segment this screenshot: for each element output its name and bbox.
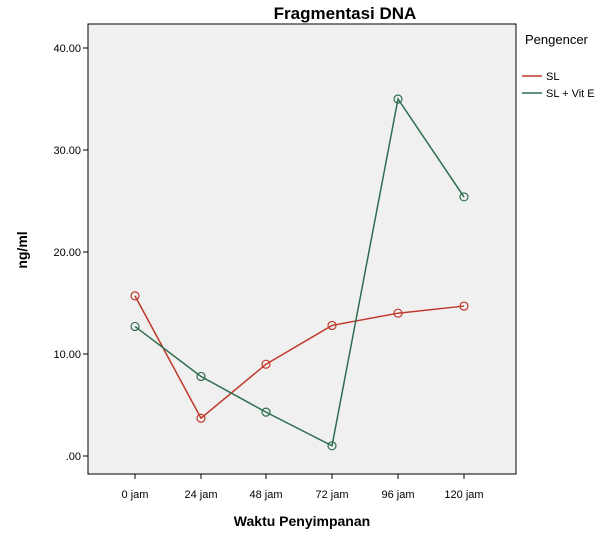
- data-point-sl: [327, 320, 337, 331]
- legend-label: SL + Vit E: [546, 88, 595, 100]
- series-lines: [130, 94, 469, 451]
- data-point-sl-vit-e: [196, 371, 206, 382]
- chart-title: Fragmentasi DNA: [274, 4, 417, 23]
- data-point-sl-vit-e: [393, 94, 403, 104]
- data-point-sl: [393, 308, 403, 318]
- y-tick-label: 10.00: [53, 349, 81, 361]
- data-point-sl: [261, 359, 271, 369]
- x-tick-label: 24 jam: [184, 489, 217, 501]
- data-point-sl-vit-e: [130, 321, 140, 332]
- plot-area: [87, 23, 517, 475]
- x-tick-label: 120 jam: [444, 489, 483, 501]
- data-point-sl-vit-e: [261, 407, 271, 417]
- data-point-sl-vit-e: [327, 441, 337, 451]
- x-tick-label: 48 jam: [249, 489, 282, 501]
- series-line-sl-vit-e: [134, 97, 465, 447]
- y-tick-label: 30.00: [53, 145, 81, 157]
- y-tick-label: 40.00: [53, 43, 81, 55]
- axis-ticks: .00 10.00 20.00 30.00 40.00 0 jam 24 jam 48 jam…: [53, 43, 483, 501]
- legend: SL SL + Vit E: [522, 71, 595, 100]
- legend-title: Pengencer: [525, 32, 589, 47]
- y-tick-label: 20.00: [53, 247, 81, 259]
- legend-label: SL: [546, 71, 559, 83]
- y-tick-label: .00: [66, 451, 81, 463]
- data-point-sl: [130, 291, 140, 301]
- x-tick-label: 96 jam: [381, 489, 414, 501]
- y-axis-label: ng/ml: [14, 231, 30, 268]
- x-tick-label: 0 jam: [122, 489, 149, 501]
- series-line-sl: [134, 295, 465, 420]
- x-tick-label: 72 jam: [315, 489, 348, 501]
- data-point-sl: [459, 301, 469, 311]
- data-point-sl: [196, 413, 206, 423]
- x-axis-label: Waktu Penyimpanan: [234, 513, 370, 529]
- data-point-sl-vit-e: [459, 192, 469, 202]
